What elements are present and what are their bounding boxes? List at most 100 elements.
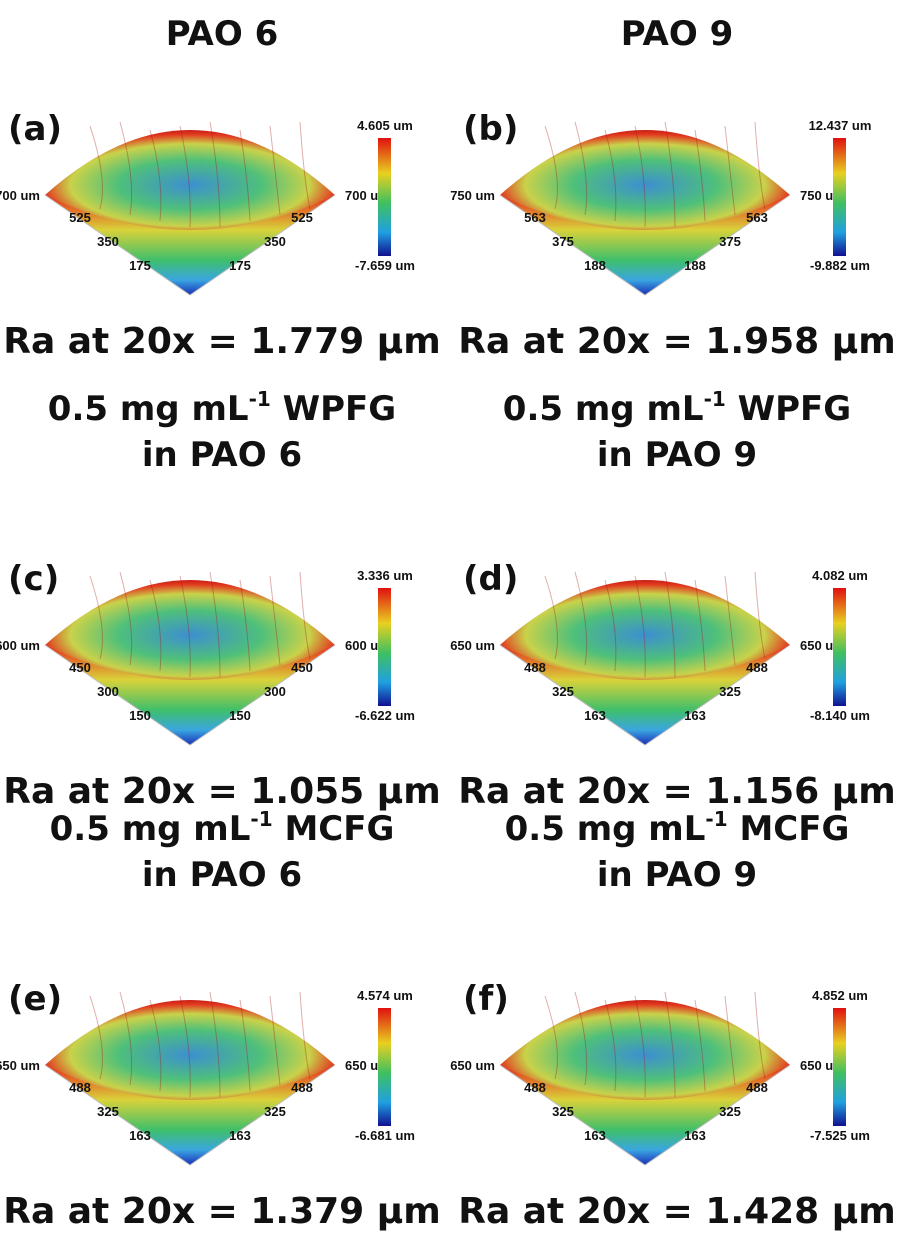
heading-rest: MCFG [728, 809, 850, 849]
panel-heading: PAO 9 [621, 14, 734, 54]
colorbar-min: -8.140 um [810, 708, 870, 723]
panel-heading-line2: in PAO 6 [142, 855, 302, 895]
surface-edge [499, 194, 791, 296]
colorbar [378, 138, 391, 256]
axis-label: 325 [552, 1104, 574, 1119]
panel-heading: 0.5 mg mL-1 WPFG [503, 387, 851, 429]
axis-label: 488 [291, 1080, 313, 1095]
panel: 0.5 mg mL-1 MCFG in PAO 9 (f) 650 um 488 325 1… [450, 807, 896, 1232]
surface-streak [574, 991, 588, 1086]
surface-streak [269, 125, 281, 216]
colorbar-max: 4.574 um [357, 988, 413, 1003]
colorbar-min: -6.622 um [355, 708, 415, 723]
axis-label: 350 [97, 234, 119, 249]
axis-label: 375 [719, 234, 741, 249]
heading-rest: WPFG [271, 389, 396, 429]
axis-label: 600 um [0, 638, 40, 653]
surface-streak [179, 125, 191, 228]
axis-label: 350 [264, 234, 286, 249]
heading-main: 0.5 mg mL [503, 389, 704, 429]
panel-heading-line2: in PAO 6 [142, 435, 302, 475]
panel-heading-line2: in PAO 9 [597, 855, 757, 895]
surface-streak [269, 575, 281, 666]
surface-streak [119, 571, 133, 666]
axis-label: 163 [684, 1128, 706, 1143]
panel-label: (f) [463, 979, 509, 1019]
heading-sup: -1 [250, 807, 272, 831]
surface-streak [724, 125, 736, 216]
colorbar-max: 4.852 um [812, 988, 868, 1003]
colorbar-min: -7.659 um [355, 258, 415, 273]
axis-label: 325 [97, 1104, 119, 1119]
surface-streak [664, 121, 676, 228]
surface-streak [604, 579, 617, 672]
panel-label: (b) [463, 109, 518, 149]
surface-streak [754, 571, 766, 660]
surface-streak [634, 125, 646, 228]
surface-streak [149, 999, 162, 1092]
surface-dome [500, 130, 790, 230]
surface-streak [694, 129, 706, 222]
heading-rest: WPFG [726, 389, 851, 429]
colorbar [833, 588, 846, 706]
heading-sup: -1 [249, 387, 271, 411]
surface-streak [89, 575, 103, 660]
panel-label: (a) [8, 109, 62, 149]
axis-label: 300 [264, 684, 286, 699]
colorbar-max: 3.336 um [357, 568, 413, 583]
surface-streak [754, 991, 766, 1080]
panel-heading: 0.5 mg mL-1 MCFG [505, 807, 850, 849]
axis-label: 563 [746, 210, 768, 225]
surface-edge [499, 1064, 791, 1166]
axis-label: 450 [69, 660, 91, 675]
axis-label: 325 [552, 684, 574, 699]
surface-streak [209, 991, 221, 1098]
surface-streak [149, 129, 162, 222]
surface-streak [299, 991, 311, 1080]
colorbar-min: -9.882 um [810, 258, 870, 273]
roughness: Ra at 20x = 1.379 µm [3, 1191, 441, 1232]
surface-streak [604, 129, 617, 222]
axis-label: 188 [584, 258, 606, 273]
surface-streak [604, 999, 617, 1092]
surface-streak [544, 575, 558, 660]
axis-label: 325 [264, 1104, 286, 1119]
colorbar-min: -6.681 um [355, 1128, 415, 1143]
heading-main: 0.5 mg mL [48, 389, 249, 429]
surface-streak [179, 575, 191, 678]
surface-streak [119, 121, 133, 216]
surface-streak [634, 995, 646, 1098]
colorbar-max: 12.437 um [809, 118, 872, 133]
colorbar [378, 1008, 391, 1126]
panel-label: (c) [8, 559, 59, 599]
surface-streak [724, 995, 736, 1086]
surface-dome [500, 580, 790, 680]
surface-streak [209, 571, 221, 678]
axis-label: 450 [291, 660, 313, 675]
surface-streak [544, 995, 558, 1080]
axis-label: 150 [129, 708, 151, 723]
axis-label: 163 [129, 1128, 151, 1143]
heading-main: 0.5 mg mL [50, 809, 251, 849]
colorbar [833, 1008, 846, 1126]
surface-dome [45, 580, 335, 680]
surface-dome [45, 1000, 335, 1100]
axis-label: 150 [229, 708, 251, 723]
axis-label: 163 [684, 708, 706, 723]
surface-streak [179, 995, 191, 1098]
surface-streak [574, 571, 588, 666]
heading-main: 0.5 mg mL [505, 809, 706, 849]
axis-label: 563 [524, 210, 546, 225]
axis-label: 525 [69, 210, 91, 225]
axis-label: 488 [524, 660, 546, 675]
surface-edge [44, 644, 336, 746]
surface-streak [239, 579, 251, 672]
axis-label: 175 [229, 258, 251, 273]
surface-dome [45, 130, 335, 230]
heading-sup: -1 [705, 807, 727, 831]
colorbar [833, 138, 846, 256]
axis-label: 650 um [0, 1058, 40, 1073]
